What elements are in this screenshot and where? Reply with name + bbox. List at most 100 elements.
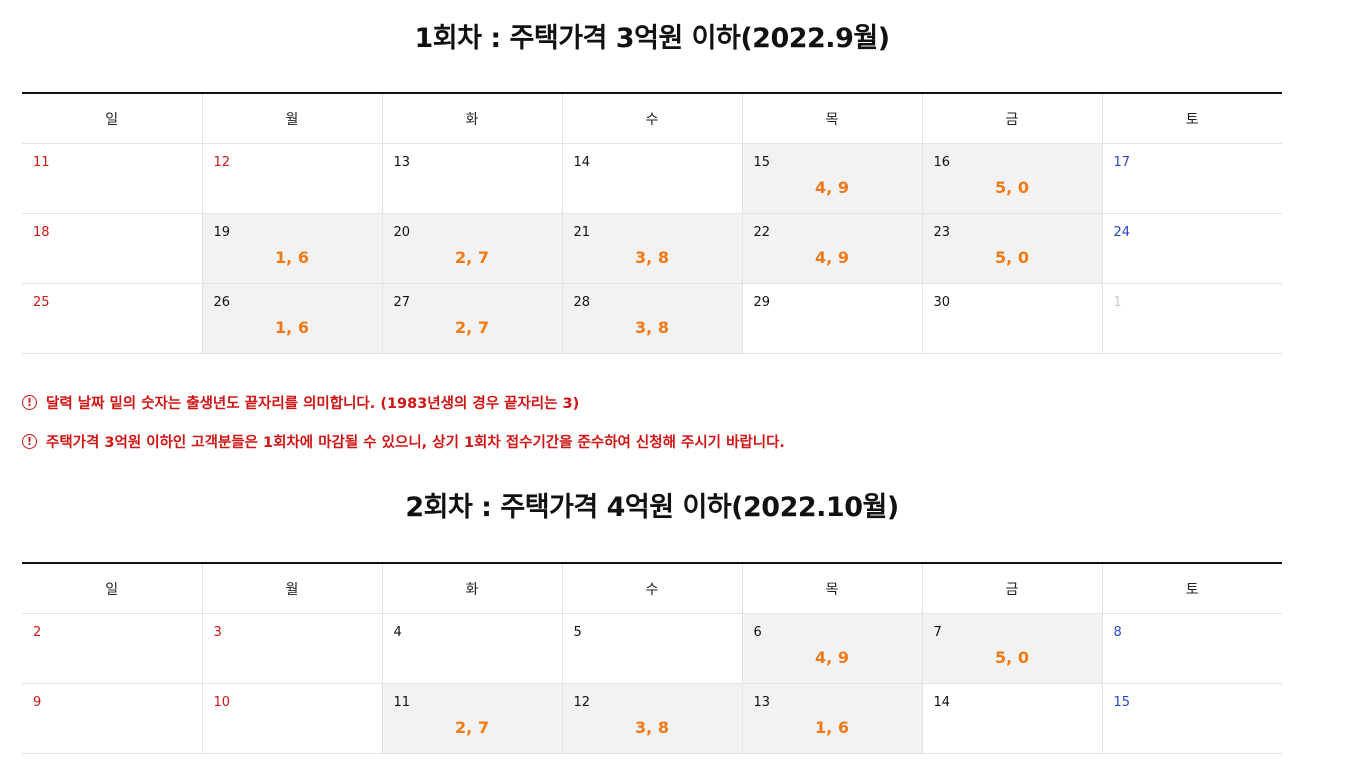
day-number: 11	[393, 695, 411, 710]
calendar-day-cell: 21 3, 8	[561, 213, 742, 284]
calendar-day-cell: 5	[561, 613, 742, 684]
day-number: 6	[753, 625, 762, 640]
day-number: 30	[933, 295, 951, 310]
round2-calendar: 일 월 화 수 목 금 토 2 3 4 5 6 4, 9 7 5, 0 8 9 10 11 2, 7 12…	[22, 562, 1282, 754]
calendar-day-cell: 25	[22, 283, 202, 354]
birth-year-digits: 1, 6	[815, 718, 849, 737]
birth-year-digits: 2, 7	[455, 718, 489, 737]
day-number: 7	[933, 625, 942, 640]
day-number: 12	[213, 155, 231, 170]
birth-year-digits: 4, 9	[815, 178, 849, 197]
day-number: 19	[213, 225, 231, 240]
calendar-week-row: 18 19 1, 6 20 2, 7 21 3, 8 22 4, 9 23 5, 0 24	[22, 213, 1282, 284]
birth-year-digits: 1, 6	[275, 248, 309, 267]
birth-year-digits: 5, 0	[995, 178, 1029, 197]
calendar-header: 일 월 화 수 목 금 토	[22, 563, 1282, 614]
round2-weeks: 2 3 4 5 6 4, 9 7 5, 0 8 9 10 11 2, 7 12 3, 8 13 1, 6 14 15	[22, 613, 1282, 754]
round1-calendar: 일 월 화 수 목 금 토 11 12 13 14 15 4, 9 16 5, 0 17 18 19…	[22, 92, 1282, 354]
calendar-day-cell: 7 5, 0	[921, 613, 1102, 684]
day-number: 28	[573, 295, 591, 310]
round2-title: 2회차 : 주택가격 4억원 이하(2022.10월)	[405, 492, 899, 523]
calendar-day-cell: 14	[561, 143, 742, 214]
birth-year-digits: 4, 9	[815, 248, 849, 267]
birth-year-digits: 5, 0	[995, 648, 1029, 667]
birth-year-digits: 2, 7	[455, 318, 489, 337]
calendar-day-cell: 10	[201, 683, 382, 754]
calendar-day-cell: 15	[1101, 683, 1282, 754]
calendar-header: 일 월 화 수 목 금 토	[22, 93, 1282, 144]
day-number: 17	[1113, 155, 1131, 170]
day-number: 12	[573, 695, 591, 710]
calendar-day-cell: 2	[22, 613, 202, 684]
calendar-day-cell: 11	[22, 143, 202, 214]
day-number: 8	[1113, 625, 1122, 640]
day-number: 11	[33, 155, 50, 170]
calendar-week-row: 2 3 4 5 6 4, 9 7 5, 0 8	[22, 613, 1282, 684]
day-number: 14	[573, 155, 591, 170]
calendar-day-cell: 20 2, 7	[381, 213, 562, 284]
day-number: 15	[1113, 695, 1131, 710]
calendar-day-cell: 13	[381, 143, 562, 214]
day-number: 15	[753, 155, 771, 170]
weekday-header-tue: 화	[381, 93, 562, 144]
notice-text: 달력 날짜 밑의 숫자는 출생년도 끝자리를 의미합니다. (1983년생의 경…	[46, 396, 580, 412]
birth-year-digits: 3, 8	[635, 318, 669, 337]
notice-deadline: ! 주택가격 3억원 이하인 고객분들은 1회차에 마감될 수 있으니, 상기 …	[22, 431, 785, 452]
weekday-header-sat: 토	[1101, 93, 1282, 144]
calendar-day-cell: 13 1, 6	[741, 683, 922, 754]
weekday-header-fri: 금	[921, 93, 1102, 144]
calendar-day-cell: 16 5, 0	[921, 143, 1102, 214]
notice-birth-year: ! 달력 날짜 밑의 숫자는 출생년도 끝자리를 의미합니다. (1983년생의…	[22, 392, 579, 413]
calendar-day-cell: 12	[201, 143, 382, 214]
day-number: 14	[933, 695, 951, 710]
calendar-day-cell: 1	[1101, 283, 1282, 354]
day-number: 18	[33, 225, 50, 240]
calendar-day-cell: 12 3, 8	[561, 683, 742, 754]
calendar-week-row: 25 26 1, 6 27 2, 7 28 3, 8 29 30 1	[22, 283, 1282, 354]
weekday-header-tue: 화	[381, 563, 562, 614]
calendar-day-cell: 9	[22, 683, 202, 754]
calendar-day-cell: 24	[1101, 213, 1282, 284]
calendar-day-cell: 22 4, 9	[741, 213, 922, 284]
calendar-day-cell: 15 4, 9	[741, 143, 922, 214]
day-number: 24	[1113, 225, 1131, 240]
day-number: 26	[213, 295, 231, 310]
calendar-week-row: 11 12 13 14 15 4, 9 16 5, 0 17	[22, 143, 1282, 214]
day-number: 4	[393, 625, 402, 640]
calendar-day-cell: 17	[1101, 143, 1282, 214]
calendar-day-cell: 6 4, 9	[741, 613, 922, 684]
calendar-day-cell: 8	[1101, 613, 1282, 684]
exclamation-circle-icon: !	[22, 434, 37, 449]
weekday-header-thu: 목	[741, 93, 922, 144]
day-number: 2	[33, 625, 42, 640]
day-number: 13	[753, 695, 771, 710]
birth-year-digits: 3, 8	[635, 718, 669, 737]
day-number: 25	[33, 295, 50, 310]
day-number: 27	[393, 295, 411, 310]
birth-year-digits: 2, 7	[455, 248, 489, 267]
calendar-day-cell: 27 2, 7	[381, 283, 562, 354]
day-number: 22	[753, 225, 771, 240]
day-number: 1	[1113, 295, 1122, 310]
birth-year-digits: 4, 9	[815, 648, 849, 667]
day-number: 16	[933, 155, 951, 170]
round1-title: 1회차 : 주택가격 3억원 이하(2022.9월)	[414, 23, 890, 54]
weekday-header-sat: 토	[1101, 563, 1282, 614]
day-number: 9	[33, 695, 42, 710]
notice-text: 주택가격 3억원 이하인 고객분들은 1회차에 마감될 수 있으니, 상기 1회…	[46, 435, 785, 451]
calendar-day-cell: 29	[741, 283, 922, 354]
weekday-header-wed: 수	[561, 563, 742, 614]
calendar-week-row: 9 10 11 2, 7 12 3, 8 13 1, 6 14 15	[22, 683, 1282, 754]
weekday-header-sun: 일	[22, 563, 202, 614]
weekday-header-thu: 목	[741, 563, 922, 614]
day-number: 29	[753, 295, 771, 310]
calendar-day-cell: 26 1, 6	[201, 283, 382, 354]
round1-weeks: 11 12 13 14 15 4, 9 16 5, 0 17 18 19 1, 6 20 2, 7 21 3,…	[22, 143, 1282, 354]
weekday-header-sun: 일	[22, 93, 202, 144]
calendar-day-cell: 30	[921, 283, 1102, 354]
weekday-header-fri: 금	[921, 563, 1102, 614]
weekday-header-wed: 수	[561, 93, 742, 144]
calendar-day-cell: 4	[381, 613, 562, 684]
calendar-day-cell: 23 5, 0	[921, 213, 1102, 284]
